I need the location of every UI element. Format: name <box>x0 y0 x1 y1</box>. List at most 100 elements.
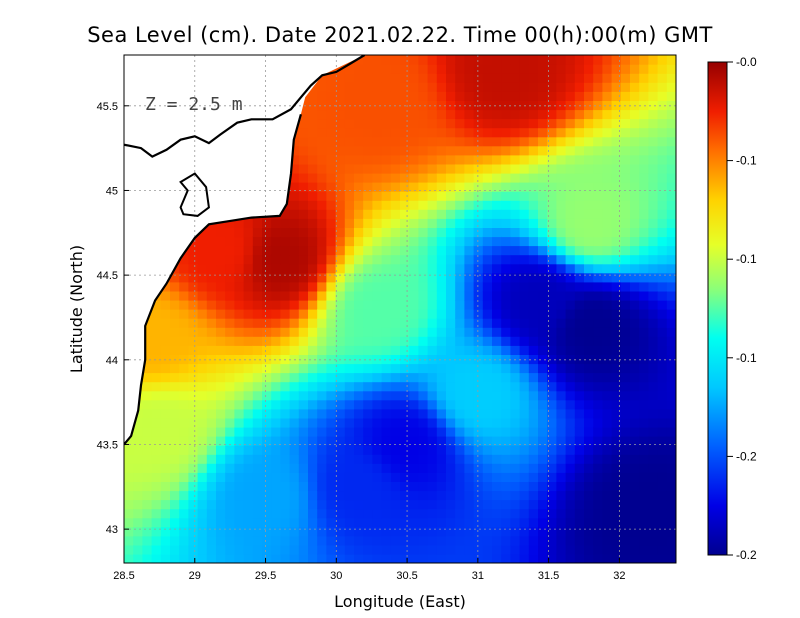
heatmap-cell <box>666 163 676 174</box>
heatmap-cell <box>252 290 263 301</box>
heatmap-cell <box>390 445 401 455</box>
heatmap-cell <box>492 118 502 129</box>
heatmap-cell <box>363 445 373 455</box>
heatmap-cell <box>271 272 281 283</box>
heatmap-cell <box>473 172 484 183</box>
heatmap-cell <box>473 55 484 65</box>
heatmap-cell <box>510 254 521 265</box>
heatmap-cell <box>381 209 392 219</box>
heatmap-cell <box>648 245 659 256</box>
heatmap-cell <box>381 55 392 65</box>
heatmap-cell <box>584 109 594 120</box>
heatmap-cell <box>538 336 548 346</box>
heatmap-cell <box>538 73 548 83</box>
heatmap-cell <box>326 390 337 401</box>
heatmap-cell <box>271 517 281 528</box>
heatmap-cell <box>666 526 676 537</box>
heatmap-cell <box>584 309 594 319</box>
heatmap-cell <box>538 290 548 301</box>
heatmap-cell <box>400 172 410 183</box>
heatmap-cell <box>510 499 521 510</box>
heatmap-cell <box>216 254 226 265</box>
heatmap-cell <box>390 191 401 201</box>
heatmap-cell <box>436 109 447 120</box>
heatmap-cell <box>528 481 539 492</box>
heatmap-cell <box>280 463 291 473</box>
heatmap-cell <box>584 508 594 519</box>
heatmap-cell <box>252 481 263 492</box>
heatmap-cell <box>611 345 622 355</box>
heatmap-cell <box>556 100 567 111</box>
heatmap-cell <box>648 154 659 165</box>
heatmap-cell <box>492 200 502 210</box>
heatmap-cell <box>492 517 502 528</box>
heatmap-cell <box>372 490 383 501</box>
heatmap-cell <box>271 218 281 228</box>
heatmap-cell <box>630 227 640 238</box>
heatmap-cell <box>620 426 631 437</box>
heatmap-cell <box>602 481 613 492</box>
heatmap-cell <box>630 55 640 65</box>
heatmap-cell <box>262 553 272 563</box>
heatmap-cell <box>464 127 475 138</box>
heatmap-cell <box>271 236 281 247</box>
heatmap-cell <box>657 91 668 101</box>
heatmap-cell <box>271 345 281 355</box>
heatmap-cell <box>565 136 576 147</box>
heatmap-cell <box>556 490 567 501</box>
heatmap-cell <box>354 499 364 510</box>
heatmap-cell <box>418 490 429 501</box>
heatmap-cell <box>666 408 676 419</box>
heatmap-cell <box>602 163 613 174</box>
heatmap-cell <box>464 499 475 510</box>
heatmap-cell <box>197 526 208 537</box>
heatmap-cell <box>648 372 659 383</box>
heatmap-cell <box>280 481 291 492</box>
heatmap-cell <box>390 535 401 546</box>
heatmap-cell <box>630 517 640 528</box>
heatmap-cell <box>501 254 511 265</box>
heatmap-cell <box>400 417 410 428</box>
heatmap-cell <box>335 436 346 446</box>
heatmap-cell <box>427 118 438 129</box>
heatmap-cell <box>326 472 337 482</box>
heatmap-cell <box>271 318 281 328</box>
heatmap-cell <box>602 64 613 74</box>
heatmap-cell <box>538 272 548 283</box>
heatmap-cell <box>317 73 327 83</box>
heatmap-cell <box>326 191 337 201</box>
heatmap-cell <box>418 154 429 165</box>
heatmap-cell <box>648 200 659 210</box>
heatmap-cell <box>243 417 254 428</box>
heatmap-cell <box>510 408 521 419</box>
heatmap-cell <box>574 100 585 111</box>
heatmap-cell <box>611 272 622 283</box>
heatmap-cell <box>657 390 668 401</box>
heatmap-cell <box>519 109 530 120</box>
heatmap-cell <box>519 381 530 392</box>
heatmap-cell <box>418 100 429 111</box>
heatmap-cell <box>206 508 217 519</box>
heatmap-cell <box>289 381 300 392</box>
heatmap-cell <box>317 526 327 537</box>
heatmap-cell <box>234 490 245 501</box>
heatmap-cell <box>418 218 429 228</box>
heatmap-cell <box>620 118 631 129</box>
heatmap-cell <box>363 127 373 138</box>
heatmap-cell <box>326 526 337 537</box>
heatmap-cell <box>455 463 465 473</box>
heatmap-cell <box>547 399 557 410</box>
heatmap-cell <box>528 535 539 546</box>
heatmap-cell <box>519 336 530 346</box>
heatmap-cell <box>170 517 180 528</box>
heatmap-cell <box>372 145 383 156</box>
heatmap-cell <box>390 263 401 274</box>
heatmap-cell <box>648 55 659 65</box>
heatmap-cell <box>234 517 245 528</box>
heatmap-cell <box>666 154 676 165</box>
heatmap-cell <box>354 281 364 292</box>
heatmap-cell <box>160 318 171 328</box>
heatmap-cell <box>611 218 622 228</box>
heatmap-cell <box>519 290 530 301</box>
heatmap-cell <box>510 236 521 247</box>
